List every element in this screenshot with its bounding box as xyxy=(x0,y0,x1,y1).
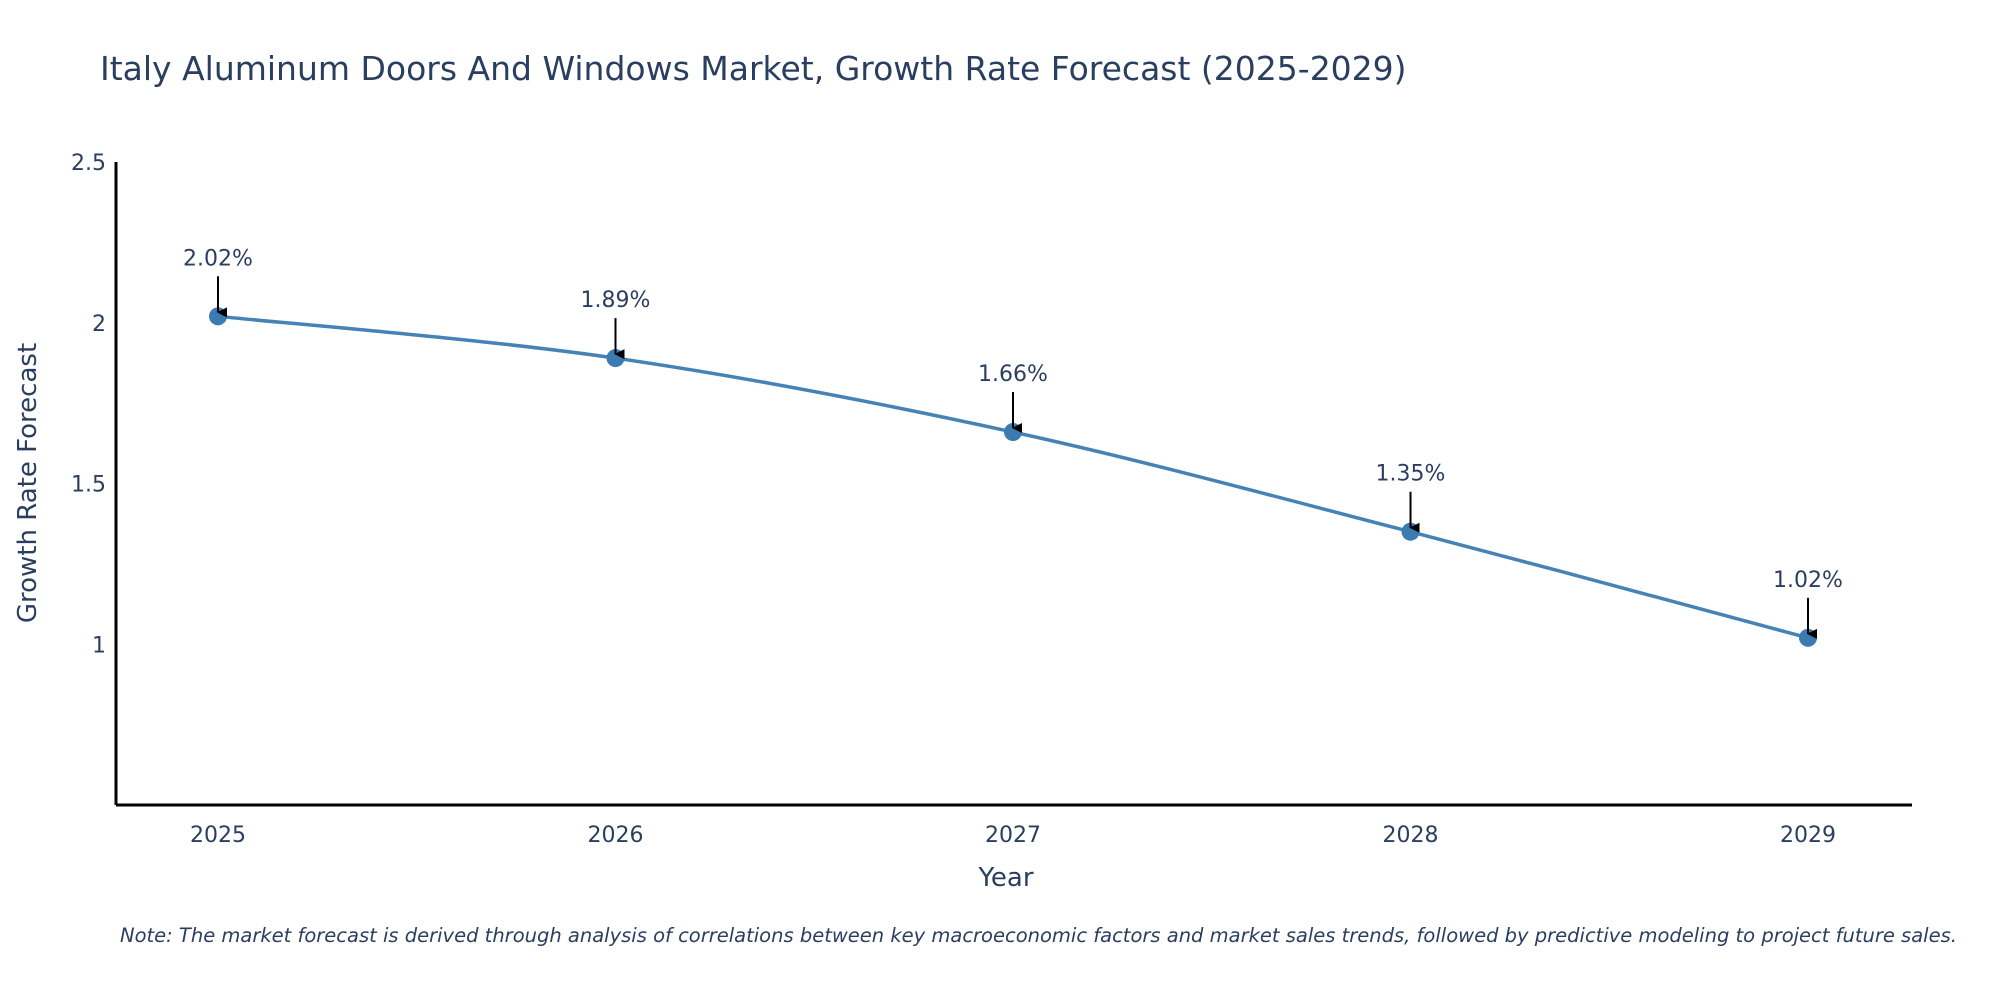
x-tick-label: 2027 xyxy=(985,823,1041,848)
data-markers xyxy=(209,307,1817,647)
x-tick-label: 2026 xyxy=(588,823,644,848)
data-label: 2.02% xyxy=(183,246,253,271)
chart-title: Italy Aluminum Doors And Windows Market,… xyxy=(100,49,1407,88)
y-tick-label: 2 xyxy=(92,312,106,337)
y-tick-label: 1 xyxy=(92,633,106,658)
forecast-note: Note: The market forecast is derived thr… xyxy=(120,924,1957,947)
x-tick-label: 2028 xyxy=(1383,823,1439,848)
data-annotations: 2.02% 1.89% 1.66% 1.35% 1.02% xyxy=(183,246,1843,639)
x-axis-title: Year xyxy=(977,863,1033,893)
x-tick-label: 2025 xyxy=(190,823,246,848)
y-tick-label: 2.5 xyxy=(71,151,106,176)
y-tick-label: 1.5 xyxy=(71,473,106,498)
data-label: 1.35% xyxy=(1376,462,1446,487)
x-axis-ticks: 2025 2026 2027 2028 2029 xyxy=(190,823,1836,848)
y-axis-title: Growth Rate Forecast xyxy=(13,343,43,623)
data-label: 1.66% xyxy=(978,362,1048,387)
data-label: 1.89% xyxy=(581,288,651,313)
y-axis-ticks: 1 1.5 2 2.5 xyxy=(71,151,106,658)
x-tick-label: 2029 xyxy=(1780,823,1836,848)
data-label: 1.02% xyxy=(1773,568,1843,593)
